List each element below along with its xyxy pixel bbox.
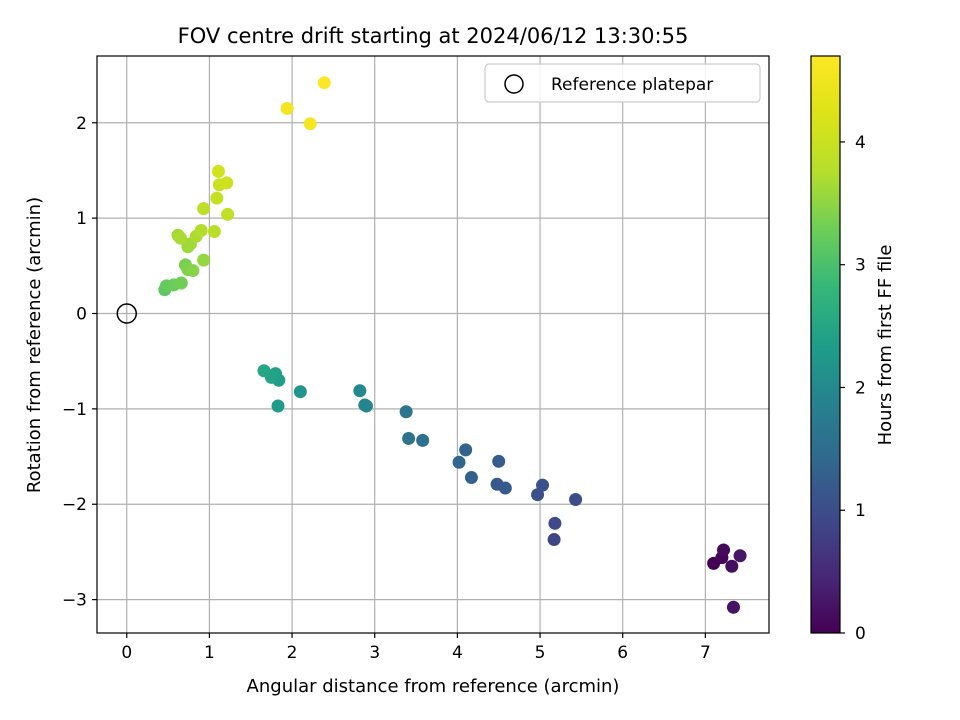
data-point [452,455,466,469]
data-point [186,264,200,278]
data-point [399,405,413,419]
y-tick-label: −3 [62,591,87,611]
x-tick-label: 3 [369,643,380,663]
colorbar-ticks: 0 1 2 3 4 [840,133,866,644]
data-point [197,253,211,267]
data-point [220,176,234,190]
y-tick-label: −1 [62,400,87,420]
y-tick-label: 0 [76,305,87,325]
x-tick-label: 4 [452,643,463,663]
legend-marker-icon [504,74,524,94]
data-point [359,399,373,413]
data-point [536,478,550,492]
x-tick-label: 1 [204,643,215,663]
y-tick-label: 2 [76,114,87,134]
data-point [271,399,285,413]
data-point [531,488,545,502]
data-point [459,443,473,457]
data-point [280,101,294,115]
chart-title: FOV centre drift starting at 2024/06/12 … [178,24,689,48]
colorbar-tick-label: 3 [855,256,866,276]
data-point [317,76,331,90]
data-point [402,431,416,445]
reference-platepar-marker [116,303,138,324]
data-point [207,224,221,238]
data-point [498,481,512,495]
x-axis: 0 1 2 3 4 5 6 7 [121,633,711,663]
data-point [416,433,430,447]
data-point [194,224,208,238]
colorbar-tick-label: 2 [855,378,866,398]
data-point [492,454,506,468]
data-point [547,533,561,547]
y-tick-label: 1 [76,209,87,229]
colorbar-tick-label: 1 [855,501,866,521]
data-point [717,543,731,557]
data-point [257,364,271,378]
colorbar-frame [810,55,841,634]
plot-frame [96,55,770,634]
data-point [726,600,740,614]
data-point [210,191,224,205]
x-tick-label: 7 [700,643,711,663]
y-axis: −3 −2 −1 0 1 2 [62,114,97,611]
grid [97,56,769,633]
data-point [733,549,747,563]
colorbar-label: Hours from first FF file [875,245,896,446]
x-tick-label: 6 [617,643,628,663]
data-point [197,202,211,216]
legend-box [484,63,761,103]
data-point [303,117,317,131]
colorbar-tick-label: 0 [855,624,866,644]
data-point [212,164,226,178]
data-point [464,471,478,485]
colorbar: 0 1 2 3 4 Hours from first FF file [810,55,896,644]
legend-label: Reference platepar [551,75,713,95]
reference-marker-layer [116,303,138,324]
x-tick-label: 2 [287,643,298,663]
data-point [173,231,187,245]
x-axis-label: Angular distance from reference (arcmin) [247,676,620,697]
data-point [548,516,562,530]
y-tick-label: −2 [62,495,87,515]
legend: Reference platepar [484,63,761,103]
data-point [353,384,367,398]
data-points [158,76,747,614]
data-point [569,492,583,506]
x-tick-label: 0 [121,643,132,663]
x-tick-label: 5 [535,643,546,663]
data-point [221,207,235,221]
data-point [174,276,188,290]
colorbar-tick-label: 4 [855,133,866,153]
colorbar-gradient [811,56,840,633]
data-point [293,385,307,399]
data-point [725,559,739,573]
y-axis-label: Rotation from reference (arcmin) [24,197,45,493]
